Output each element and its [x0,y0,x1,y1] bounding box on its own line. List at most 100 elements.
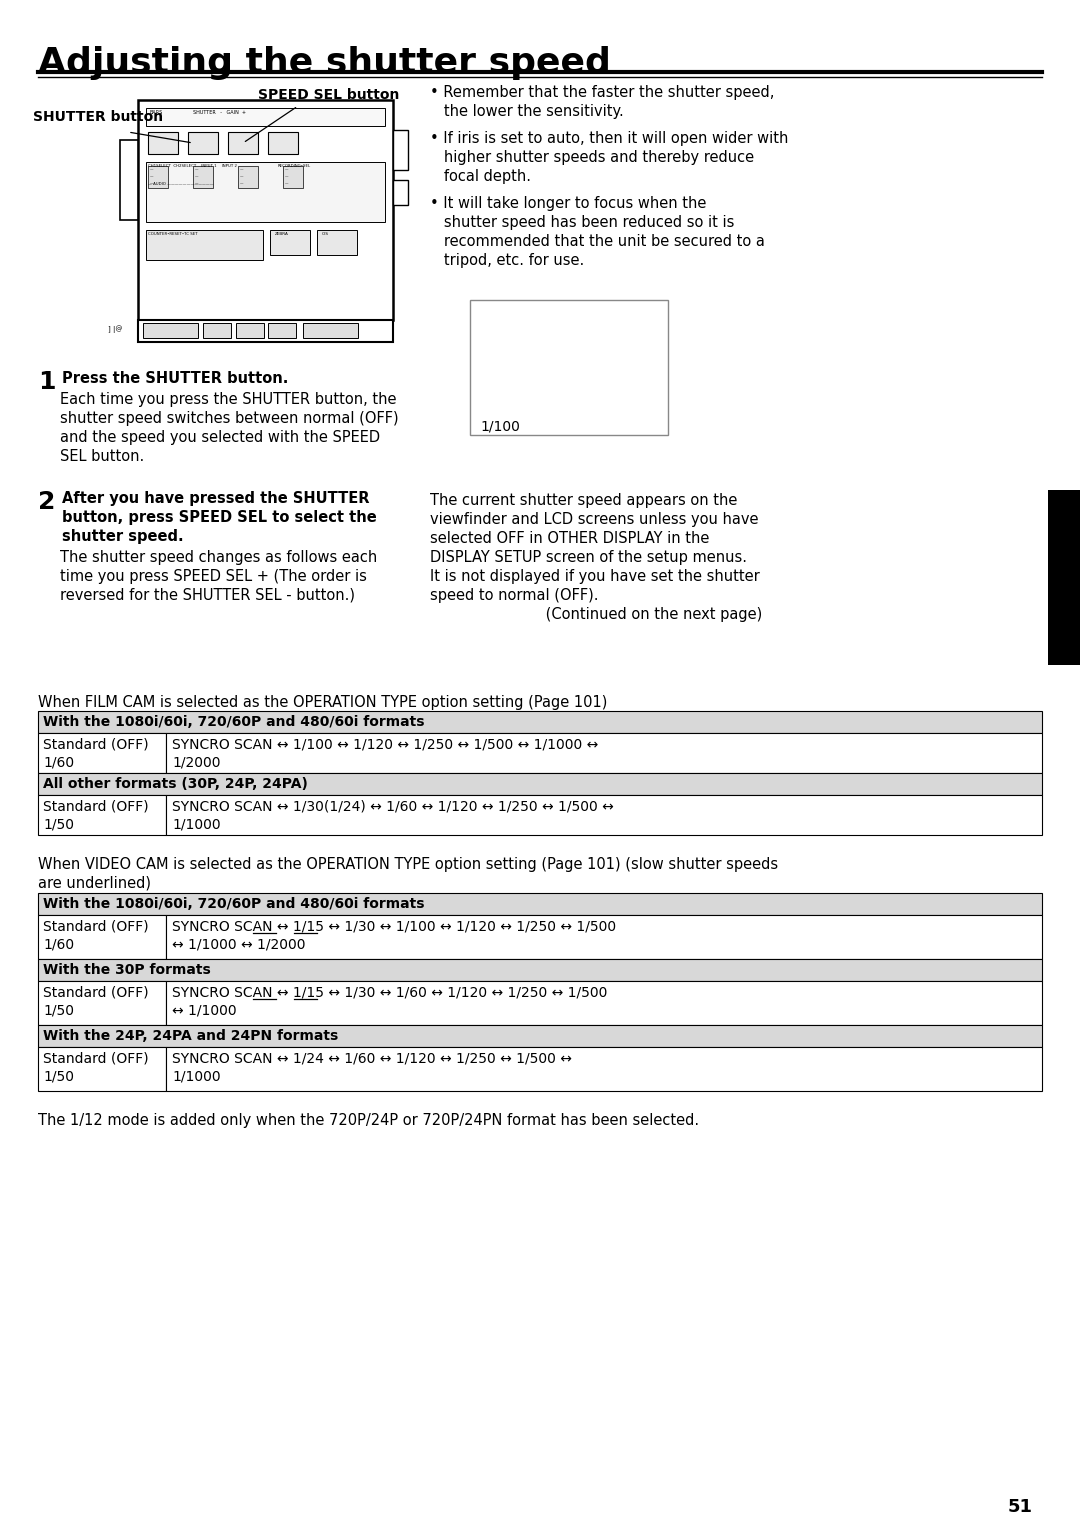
Text: When FILM CAM is selected as the OPERATION TYPE option setting (Page 101): When FILM CAM is selected as the OPERATI… [38,696,607,709]
Text: SHUTTER button: SHUTTER button [33,110,163,124]
Text: Press the SHUTTER button.: Press the SHUTTER button. [62,371,288,386]
Text: 1/50: 1/50 [43,1069,75,1085]
Text: Each time you press the SHUTTER button, the: Each time you press the SHUTTER button, … [60,392,396,408]
Bar [38,980,166,1025]
Text: —: — [150,167,153,172]
Text: Adjusting the shutter speed: Adjusting the shutter speed [38,46,611,80]
Text: button, press SPEED SEL to select the: button, press SPEED SEL to select the [62,510,377,525]
Text: —: — [195,181,199,185]
Text: With the 30P formats: With the 30P formats [43,964,211,977]
Text: COUNTER•RESET•TC SET: COUNTER•RESET•TC SET [148,231,198,236]
Text: —: — [240,167,243,172]
Bar [228,132,258,155]
Text: CH1SELECT  CH2SELECT    INPUT 1    INPUT 2: CH1SELECT CH2SELECT INPUT 1 INPUT 2 [148,164,237,169]
Text: time you press SPEED SEL + (The order is: time you press SPEED SEL + (The order is [60,568,367,584]
Bar [166,980,1042,1025]
Text: the lower the sensitivity.: the lower the sensitivity. [430,104,624,119]
Text: 1/100: 1/100 [480,420,519,434]
Bar [148,132,178,155]
Bar [318,230,357,254]
Bar [38,893,1042,915]
Text: SEL button.: SEL button. [60,449,145,464]
Bar [120,139,138,221]
Text: (Continued on the next page): (Continued on the next page) [430,607,762,622]
Text: SYNCRO SCAN ↔ 1/24 ↔ 1/60 ↔ 1/120 ↔ 1/250 ↔ 1/500 ↔: SYNCRO SCAN ↔ 1/24 ↔ 1/60 ↔ 1/120 ↔ 1/25… [172,1052,572,1066]
Text: 1/1000: 1/1000 [172,818,220,832]
Text: It is not displayed if you have set the shutter: It is not displayed if you have set the … [430,568,759,584]
Bar [38,732,166,774]
Text: Shooting: Shooting [1057,542,1071,613]
Text: —: — [150,175,153,178]
Bar [203,323,231,339]
Text: 1/60: 1/60 [43,938,75,951]
Text: SYNCRO SCAN ↔ 1/15 ↔ 1/30 ↔ 1/60 ↔ 1/120 ↔ 1/250 ↔ 1/500: SYNCRO SCAN ↔ 1/15 ↔ 1/30 ↔ 1/60 ↔ 1/120… [172,987,607,1000]
Text: —: — [195,175,199,178]
Text: OIS: OIS [322,231,329,236]
Text: The current shutter speed appears on the: The current shutter speed appears on the [430,493,738,509]
Text: are underlined): are underlined) [38,875,151,890]
Text: tripod, etc. for use.: tripod, etc. for use. [430,253,584,268]
Text: SYNCRO SCAN ↔ 1/30(1/24) ↔ 1/60 ↔ 1/120 ↔ 1/250 ↔ 1/500 ↔: SYNCRO SCAN ↔ 1/30(1/24) ↔ 1/60 ↔ 1/120 … [172,800,613,813]
Text: recommended that the unit be secured to a: recommended that the unit be secured to … [430,234,765,250]
Text: The shutter speed changes as follows each: The shutter speed changes as follows eac… [60,550,377,565]
Text: After you have pressed the SHUTTER: After you have pressed the SHUTTER [62,490,369,506]
Text: 1: 1 [38,371,55,394]
Text: SYNCRO SCAN ↔ 1/100 ↔ 1/120 ↔ 1/250 ↔ 1/500 ↔ 1/1000 ↔: SYNCRO SCAN ↔ 1/100 ↔ 1/120 ↔ 1/250 ↔ 1/… [172,738,598,752]
Bar [166,1046,1042,1091]
Bar [283,165,303,188]
Bar [146,107,384,126]
Text: • Remember that the faster the shutter speed,: • Remember that the faster the shutter s… [430,84,774,100]
Text: DISPLAY SETUP screen of the setup menus.: DISPLAY SETUP screen of the setup menus. [430,550,747,565]
Text: —: — [195,167,199,172]
Text: 51: 51 [1008,1498,1032,1517]
Text: ] |@: ] |@ [108,325,122,332]
Bar [303,323,357,339]
Bar [38,1046,166,1091]
Bar [38,711,1042,732]
Text: 2: 2 [38,490,55,515]
Bar [270,230,310,254]
Text: —: — [150,181,153,185]
Text: higher shutter speeds and thereby reduce: higher shutter speeds and thereby reduce [430,150,754,165]
Text: selected OFF in OTHER DISPLAY in the: selected OFF in OTHER DISPLAY in the [430,532,710,545]
Text: ↔ 1/1000 ↔ 1/2000: ↔ 1/1000 ↔ 1/2000 [172,938,306,951]
Bar [470,300,669,435]
Bar [38,774,1042,795]
Text: SHUTTER   -   GAIN  +: SHUTTER - GAIN + [193,110,246,115]
Bar [166,795,1042,835]
Text: ZEBRA: ZEBRA [275,231,288,236]
Bar [38,959,1042,980]
Text: speed to normal (OFF).: speed to normal (OFF). [430,588,598,604]
Text: RECORDING•SEL: RECORDING•SEL [278,164,311,169]
Text: —: — [285,175,288,178]
Bar [138,100,393,320]
Text: When VIDEO CAM is selected as the OPERATION TYPE option setting (Page 101) (slow: When VIDEO CAM is selected as the OPERAT… [38,856,778,872]
Bar [138,320,393,342]
Text: Standard (OFF): Standard (OFF) [43,921,149,935]
Text: shutter speed.: shutter speed. [62,529,184,544]
Text: Standard (OFF): Standard (OFF) [43,738,149,752]
Text: BARS: BARS [150,110,163,115]
Text: 1/2000: 1/2000 [172,755,220,771]
Text: focal depth.: focal depth. [430,169,531,184]
Bar [38,1025,1042,1046]
Bar [38,795,166,835]
Bar [166,732,1042,774]
Bar [268,323,296,339]
Text: —: — [285,167,288,172]
Bar [146,162,384,222]
Bar [1048,490,1080,665]
Text: —: — [240,181,243,185]
Text: 1/50: 1/50 [43,1003,75,1017]
Bar [237,323,264,339]
Bar [193,165,213,188]
Text: 1/50: 1/50 [43,818,75,832]
Text: • It will take longer to focus when the: • It will take longer to focus when the [430,196,706,211]
Text: With the 1080i/60i, 720/60P and 480/60i formats: With the 1080i/60i, 720/60P and 480/60i … [43,898,424,912]
Text: Standard (OFF): Standard (OFF) [43,1052,149,1066]
Text: With the 1080i/60i, 720/60P and 480/60i formats: With the 1080i/60i, 720/60P and 480/60i … [43,715,424,729]
Text: shutter speed has been reduced so it is: shutter speed has been reduced so it is [430,214,734,230]
Bar [166,915,1042,959]
Text: ↔ 1/1000: ↔ 1/1000 [172,1003,237,1017]
Text: Standard (OFF): Standard (OFF) [43,987,149,1000]
